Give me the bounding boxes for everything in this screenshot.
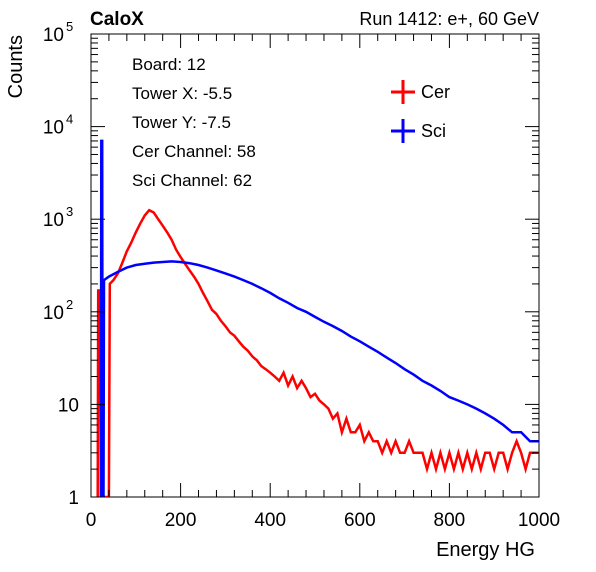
series-layer bbox=[96, 139, 539, 497]
x-tick-label: 0 bbox=[86, 510, 97, 531]
legend: Cer Sci bbox=[391, 80, 450, 143]
collaboration-label: CaloX bbox=[90, 9, 144, 30]
y-tick-label: 10 bbox=[43, 118, 64, 139]
y-tick-exponent: 2 bbox=[66, 297, 73, 312]
y-tick-label: 10 bbox=[58, 395, 79, 416]
x-tick-label: 600 bbox=[344, 510, 376, 531]
x-axis: 0 200 400 600 800 1000 bbox=[86, 34, 560, 531]
info-tower-x: Tower X: -5.5 bbox=[132, 84, 232, 103]
x-tick-label: 200 bbox=[165, 510, 197, 531]
series-line-cer bbox=[96, 208, 539, 497]
legend-label-cer: Cer bbox=[421, 82, 450, 102]
y-tick-label: 10 bbox=[43, 25, 64, 46]
x-axis-title: Energy HG bbox=[436, 539, 535, 561]
info-cer-channel: Cer Channel: 58 bbox=[132, 142, 256, 161]
y-tick-exponent: 3 bbox=[66, 204, 73, 219]
x-tick-label: 400 bbox=[254, 510, 286, 531]
y-tick-label: 10 bbox=[43, 210, 64, 231]
info-sci-channel: Sci Channel: 62 bbox=[132, 171, 252, 190]
info-box: Board: 12 Tower X: -5.5 Tower Y: -7.5 Ce… bbox=[132, 55, 256, 190]
series-line-sci bbox=[99, 139, 539, 497]
legend-marker-cer bbox=[391, 80, 415, 104]
y-tick-exponent: 4 bbox=[66, 112, 73, 127]
y-tick-exponent: 5 bbox=[66, 19, 73, 34]
plot-frame bbox=[90, 33, 540, 498]
run-label: Run 1412: e+, 60 GeV bbox=[359, 9, 539, 29]
info-board: Board: 12 bbox=[132, 55, 206, 74]
x-tick-label: 800 bbox=[434, 510, 466, 531]
y-axis-title: Counts bbox=[5, 35, 27, 98]
x-tick-label: 1000 bbox=[518, 510, 560, 531]
info-tower-y: Tower Y: -7.5 bbox=[132, 113, 231, 132]
legend-marker-sci bbox=[391, 119, 415, 143]
y-tick-label: 10 bbox=[43, 303, 64, 324]
y-tick-label: 1 bbox=[68, 488, 79, 509]
legend-label-sci: Sci bbox=[421, 121, 446, 141]
